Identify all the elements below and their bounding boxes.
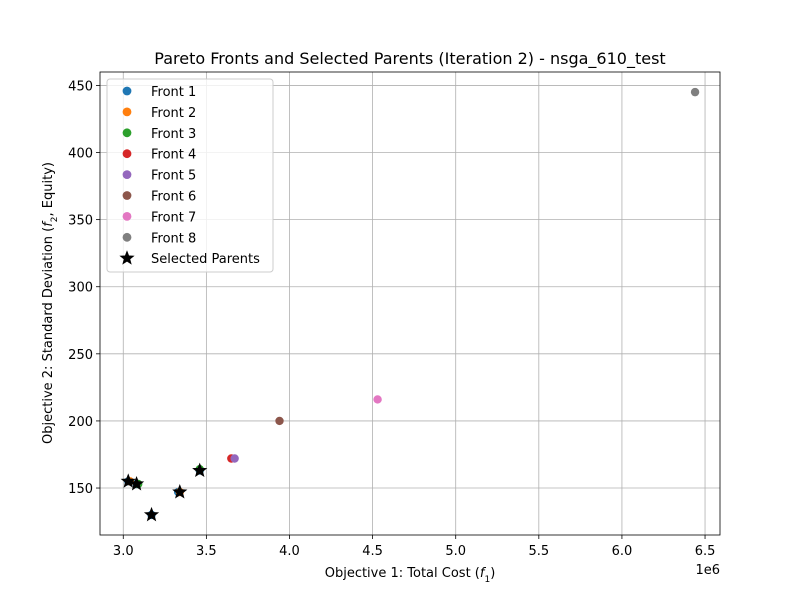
x-tick-label: 5.0 [445, 544, 466, 559]
selected-parent-point [143, 506, 160, 522]
selected-parent-point [128, 476, 145, 491]
axis-ticks: 3.0 3.5 4.0 4.5 5.0 5.5 6.0 6.5 150 200 250 300 350 4… [68, 79, 715, 559]
y-tick-label: 150 [68, 482, 93, 497]
legend: Front 1 Front 2 Front 3 Front 4 Front 5 Front… [106, 78, 274, 273]
legend-entry: Front 5 [151, 169, 196, 184]
legend-entry: Front 3 [151, 127, 196, 142]
selected-parent-point [172, 484, 188, 499]
legend-entry: Front 7 [151, 210, 196, 225]
grid-lines [100, 72, 720, 535]
legend-frame [106, 78, 274, 273]
legend-entry: Front 6 [151, 190, 196, 205]
selected-parent-point [192, 462, 208, 478]
x-tick-label: 3.0 [113, 544, 134, 559]
front-point [690, 87, 700, 97]
legend-entry: Selected Parents [151, 252, 260, 267]
legend-entry: Front 2 [151, 106, 196, 121]
front-point [230, 454, 239, 463]
legend-entry: Front 1 [151, 85, 196, 100]
plot-area-frame [99, 71, 721, 536]
legend-entry: Front 8 [151, 231, 196, 246]
chart-title: Pareto Fronts and Selected Parents (Iter… [154, 49, 665, 69]
y-axis-label: Objective 2: Standard Deviation (f2, Equ… [41, 162, 60, 444]
legend-marker [122, 107, 132, 117]
x-tick-label: 3.5 [196, 544, 217, 559]
y-tick-label: 250 [68, 348, 93, 363]
legend-marker [122, 212, 132, 221]
y-tick-label: 400 [68, 147, 93, 162]
legend-marker [122, 149, 132, 159]
x-tick-label: 4.5 [362, 544, 383, 559]
data-points [120, 87, 700, 522]
y-tick-label: 300 [68, 281, 93, 296]
front-point [275, 416, 284, 426]
x-axis-label: Objective 1: Total Cost (f1) [325, 566, 496, 585]
legend-marker [122, 128, 132, 138]
x-tick-label: 4.0 [279, 544, 300, 559]
x-tick-label: 6.5 [695, 544, 716, 559]
legend-marker [122, 86, 132, 96]
legend-marker [122, 232, 132, 242]
y-tick-label: 200 [68, 415, 93, 430]
legend-marker [122, 170, 132, 180]
x-offset-label: 1e6 [695, 563, 720, 578]
x-tick-label: 6.0 [612, 544, 633, 559]
x-tick-label: 5.5 [528, 544, 549, 559]
legend-marker [119, 250, 135, 265]
y-tick-label: 350 [68, 214, 93, 229]
legend-entry: Front 4 [151, 148, 196, 163]
y-tick-label: 450 [68, 79, 93, 94]
front-point [373, 395, 382, 404]
selected-parent-point [120, 473, 136, 488]
legend-marker [122, 191, 132, 200]
